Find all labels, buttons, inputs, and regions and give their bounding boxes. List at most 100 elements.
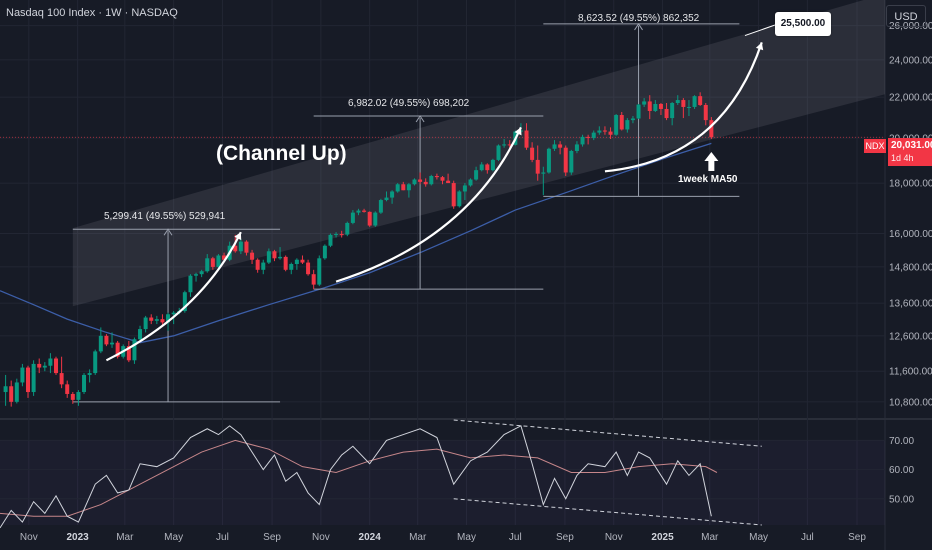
y-tick-label: 18,000.00 — [889, 179, 932, 190]
x-tick-label: May — [164, 532, 183, 543]
candle-body — [619, 115, 624, 130]
candle-body — [289, 264, 294, 270]
candle-body — [328, 234, 333, 246]
candle-body — [664, 108, 669, 119]
main-pane — [0, 0, 885, 418]
growth-curve-1 — [105, 231, 242, 362]
rsi-tick-label: 50.00 — [889, 494, 914, 505]
candle-body — [138, 329, 143, 340]
measure-label-1: 5,299.41 (49.55%) 529,941 — [104, 211, 226, 222]
candle-body — [149, 317, 154, 321]
candle-body — [681, 100, 686, 107]
candle-body — [580, 136, 585, 145]
candle-body — [451, 183, 456, 207]
candle-body — [602, 130, 607, 132]
candle-body — [222, 255, 227, 260]
rsi-tick-label: 60.00 — [889, 465, 914, 476]
candle-body — [558, 144, 563, 148]
ma50-arrow — [704, 152, 719, 171]
rsi-ma-line — [0, 439, 718, 517]
y-tick-label: 12,600.00 — [889, 331, 932, 342]
target-label: 25,500.00 — [775, 12, 831, 36]
x-tick-label: Nov — [605, 532, 623, 543]
candle-body — [216, 255, 221, 267]
candle-body — [255, 259, 260, 270]
x-tick-label: May — [749, 532, 768, 543]
candle-body — [210, 258, 215, 267]
candle-body — [54, 358, 59, 374]
candle-body — [59, 373, 64, 385]
candle-body — [373, 212, 378, 226]
candle-body — [625, 120, 630, 130]
y-tick-label: 10,800.00 — [889, 397, 932, 408]
candle-body — [406, 184, 411, 191]
currency-button[interactable]: USD — [886, 5, 926, 27]
candle-body — [244, 241, 249, 253]
candle-body — [670, 103, 675, 119]
x-tick-label: Sep — [263, 532, 281, 543]
candle-body — [132, 339, 137, 361]
x-tick-label: 2024 — [359, 532, 382, 543]
x-tick-label: Jul — [509, 532, 522, 543]
x-tick-label: Sep — [848, 532, 866, 543]
x-tick-label: Nov — [312, 532, 330, 543]
candle-body — [418, 179, 423, 182]
candle-body — [642, 101, 647, 105]
growth-curve-3-head — [755, 42, 764, 51]
candle-body — [70, 393, 75, 400]
candle-body — [261, 262, 266, 270]
candle-body — [552, 144, 557, 149]
candle-body — [160, 319, 165, 323]
candle-body — [474, 170, 479, 180]
candle-body — [238, 241, 243, 252]
candle-body — [26, 367, 31, 393]
candle-body — [93, 351, 98, 374]
candle-body — [311, 274, 316, 285]
candle-body — [429, 175, 434, 185]
candle-body — [278, 256, 283, 259]
candle-body — [614, 115, 619, 135]
last-price-tag: 20,031.00 1d 4h — [888, 138, 932, 166]
candle-body — [485, 164, 490, 171]
x-tick-label: 2023 — [66, 532, 89, 543]
candle-body — [384, 197, 389, 201]
candle-body — [306, 262, 311, 275]
candle-body — [110, 342, 115, 345]
candle-body — [675, 100, 680, 104]
x-tick-label: May — [457, 532, 476, 543]
candle-body — [65, 384, 70, 394]
y-tick-label: 14,800.00 — [889, 262, 932, 273]
candle-body — [496, 145, 501, 160]
rsi-tick-label: 70.00 — [889, 436, 914, 447]
candle-body — [395, 184, 400, 192]
candle-body — [115, 342, 120, 357]
candle-body — [703, 104, 708, 121]
candle-body — [709, 120, 714, 138]
candle-body — [205, 258, 210, 272]
measure-label-2: 6,982.02 (49.55%) 698,202 — [348, 98, 470, 109]
candle-body — [42, 365, 47, 368]
candle-body — [647, 101, 652, 111]
growth-curve-2-head — [514, 127, 522, 136]
candle-body — [233, 245, 238, 252]
growth-curve-2 — [335, 126, 522, 283]
growth-curve-3 — [604, 42, 763, 173]
candle-body — [541, 172, 546, 174]
rsi-trend-line — [453, 419, 762, 447]
candle-body — [199, 271, 204, 275]
candle-body — [98, 335, 103, 352]
measure-label-3: 8,623.52 (49.55%) 862,352 — [578, 13, 700, 24]
candle-body — [345, 222, 350, 235]
candle-body — [294, 259, 299, 265]
candle-body — [692, 96, 697, 107]
candle-body — [266, 251, 271, 263]
rsi-trend-line — [453, 498, 762, 526]
bar-countdown: 1d 4h — [891, 153, 914, 163]
candle-body — [457, 191, 462, 207]
candle-body — [546, 148, 551, 173]
x-tick-label: Mar — [409, 532, 427, 543]
candle-body — [322, 245, 327, 259]
candle-body — [300, 259, 305, 263]
